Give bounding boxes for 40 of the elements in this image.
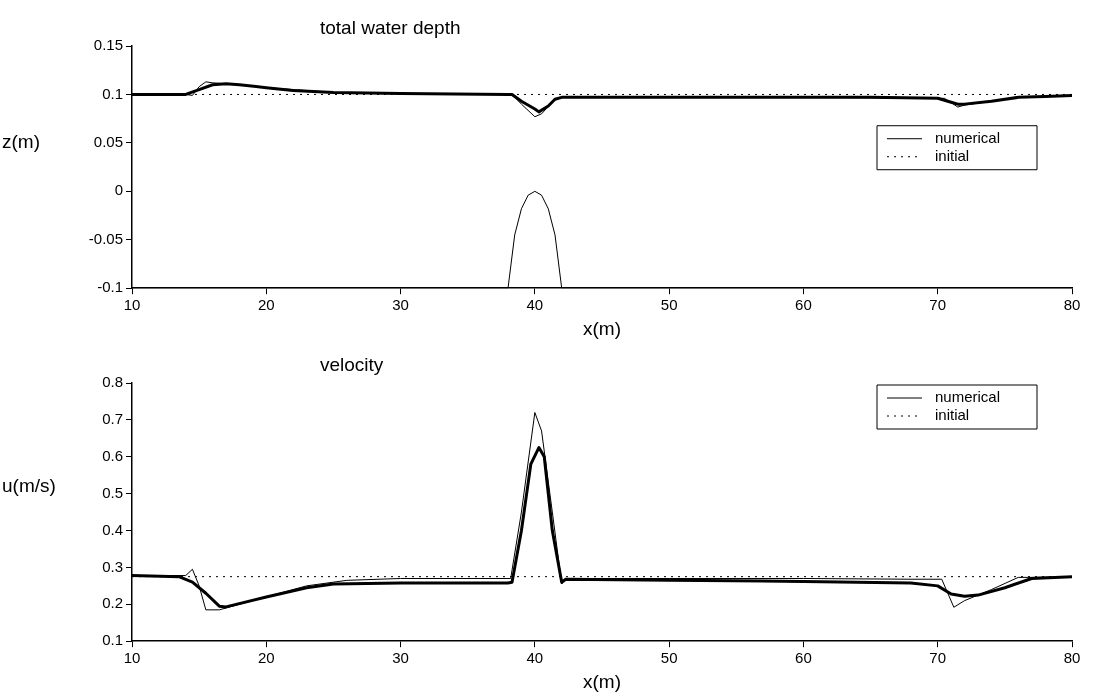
x-axis-title: x(m)	[583, 317, 621, 339]
y-axis-title: z(m)	[2, 131, 40, 153]
x-tick-label: 70	[929, 649, 947, 667]
y-tick-label: 0.1	[102, 631, 123, 649]
y-tick-label: 0.8	[102, 373, 123, 391]
x-tick-label: 80	[1063, 296, 1081, 314]
chart-title: total water depth	[320, 16, 461, 38]
y-tick-label: 0.6	[102, 446, 123, 464]
x-tick-label: 40	[526, 649, 544, 667]
x-tick-label: 10	[123, 649, 141, 667]
y-tick-label: 0.4	[102, 520, 123, 538]
x-tick-label: 40	[526, 296, 544, 314]
y-tick-label: 0.15	[93, 36, 123, 54]
y-tick-label: 0	[114, 181, 123, 199]
legend-label: numerical	[935, 128, 1001, 146]
x-tick-label: 10	[123, 296, 141, 314]
chart-title: velocity	[320, 353, 384, 375]
legend-label: initial	[935, 406, 970, 424]
x-tick-label: 30	[392, 649, 409, 667]
y-tick-label: 0.5	[102, 483, 123, 501]
x-tick-label: 60	[795, 296, 812, 314]
x-tick-label: 50	[660, 649, 678, 667]
x-tick-label: 30	[392, 296, 409, 314]
legend-label: initial	[935, 146, 970, 164]
x-tick-label: 20	[257, 649, 275, 667]
x-axis-title: x(m)	[583, 670, 621, 692]
x-tick-label: 70	[929, 296, 947, 314]
legend-label: numerical	[935, 388, 1001, 406]
x-tick-label: 80	[1063, 649, 1081, 667]
y-tick-label: 0.3	[102, 557, 123, 575]
y-axis-title: u(m/s)	[2, 474, 56, 496]
y-tick-label: 0.05	[93, 133, 123, 151]
y-tick-label: -0.05	[88, 229, 123, 247]
y-tick-label: 0.1	[102, 84, 123, 102]
x-tick-label: 50	[660, 296, 678, 314]
y-tick-label: -0.1	[97, 278, 123, 296]
y-tick-label: 0.2	[102, 594, 123, 612]
x-tick-label: 20	[257, 296, 275, 314]
x-tick-label: 60	[795, 649, 812, 667]
y-tick-label: 0.7	[102, 410, 123, 428]
